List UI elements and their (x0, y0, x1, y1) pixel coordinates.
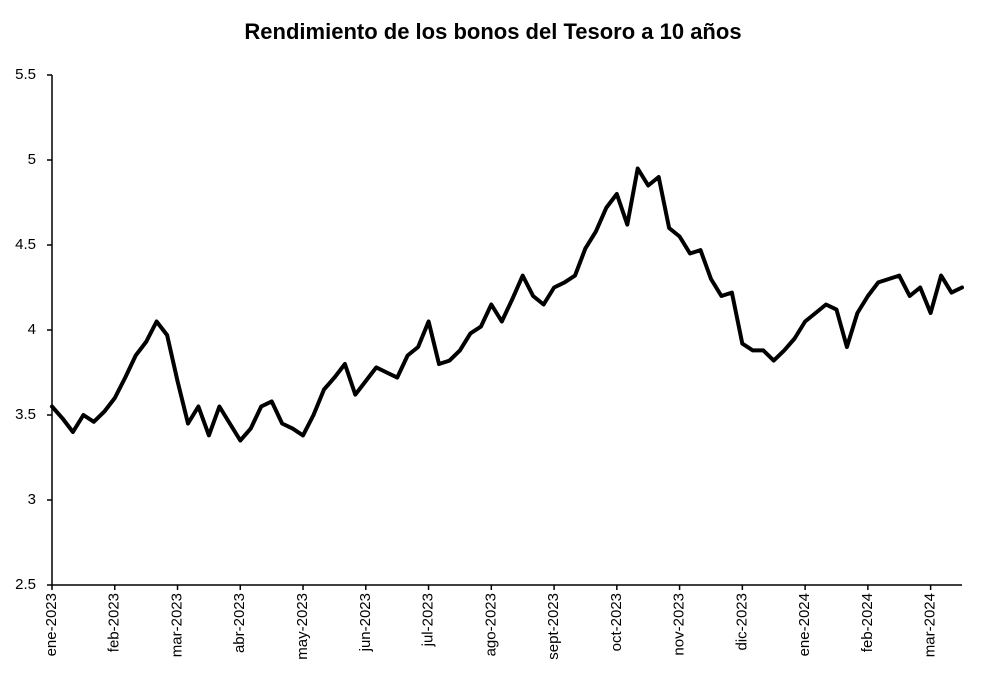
x-tick-label: jun-2023 (357, 593, 374, 652)
x-tick-label: nov-2023 (671, 593, 688, 656)
x-tick-label: mar-2023 (168, 593, 185, 657)
x-tick-label: mar-2024 (922, 593, 939, 657)
y-tick-label: 5 (28, 151, 36, 168)
x-tick-label: oct-2023 (608, 593, 625, 651)
y-tick-label: 3 (28, 491, 36, 508)
chart-title: Rendimiento de los bonos del Tesoro a 10… (244, 19, 741, 44)
x-tick-label: feb-2024 (859, 593, 876, 652)
y-tick-label: 3.5 (15, 406, 36, 423)
x-tick-label: may-2023 (294, 593, 311, 660)
x-tick-label: abr-2023 (231, 593, 248, 653)
y-tick-label: 4.5 (15, 236, 36, 253)
y-tick-label: 2.5 (15, 576, 36, 593)
x-tick-label: feb-2023 (106, 593, 123, 652)
x-tick-label: jul-2023 (420, 593, 437, 647)
x-tick-label: dic-2023 (733, 593, 750, 651)
y-tick-label: 4 (28, 321, 36, 338)
line-series (50, 166, 964, 443)
y-tick-label: 5.5 (15, 66, 36, 83)
x-tick-label: ene-2024 (796, 593, 813, 656)
x-tick-label: sept-2023 (545, 593, 562, 660)
x-tick-label: ene-2023 (43, 593, 60, 656)
x-tick-label: ago-2023 (482, 593, 499, 656)
